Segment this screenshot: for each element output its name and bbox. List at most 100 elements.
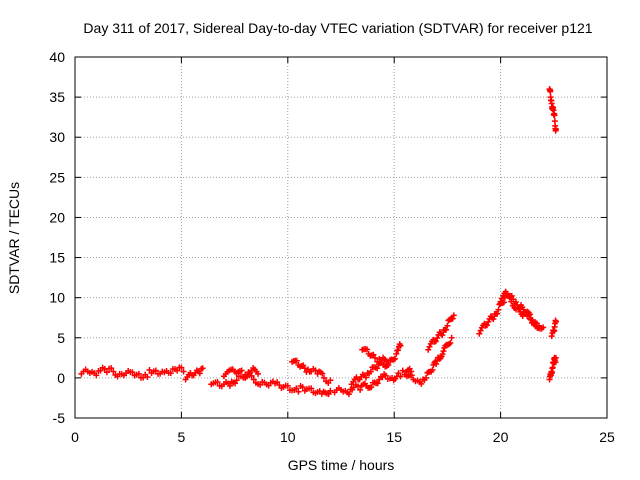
data-point bbox=[490, 316, 497, 323]
data-point bbox=[495, 306, 502, 313]
y-tick-label: 40 bbox=[49, 49, 65, 65]
data-point bbox=[439, 350, 446, 357]
axis-ticks: 0 5 10 15 20 25 -5 0 5 10 15 20 25 30 35 40 bbox=[49, 49, 615, 445]
data-point bbox=[238, 367, 245, 374]
data-point bbox=[325, 391, 332, 398]
data-point bbox=[372, 354, 379, 361]
data-point bbox=[429, 366, 436, 373]
y-tick-label: 25 bbox=[49, 169, 65, 185]
x-axis-label: GPS time / hours bbox=[288, 457, 395, 473]
y-tick-label: 0 bbox=[57, 370, 65, 386]
data-point bbox=[374, 380, 381, 387]
data-point bbox=[370, 351, 377, 358]
data-point bbox=[397, 342, 404, 349]
data-point bbox=[250, 376, 257, 383]
data-point bbox=[243, 373, 250, 380]
x-tick-label: 25 bbox=[599, 429, 615, 445]
data-point bbox=[418, 380, 425, 387]
data-point bbox=[439, 332, 446, 339]
data-point bbox=[135, 370, 142, 377]
data-point bbox=[447, 339, 454, 346]
data-point bbox=[450, 312, 457, 319]
x-tick-label: 10 bbox=[280, 429, 296, 445]
data-point bbox=[327, 387, 334, 394]
data-point bbox=[129, 369, 136, 376]
data-point bbox=[443, 326, 450, 333]
data-points bbox=[78, 86, 559, 398]
data-point bbox=[476, 330, 483, 337]
data-point bbox=[432, 338, 439, 345]
data-point bbox=[214, 379, 221, 386]
data-point bbox=[320, 374, 327, 381]
data-point bbox=[367, 368, 374, 375]
data-point bbox=[301, 365, 308, 372]
grid-lines bbox=[75, 57, 607, 418]
data-point bbox=[174, 367, 181, 374]
data-point bbox=[485, 318, 492, 325]
y-tick-label: 10 bbox=[49, 290, 65, 306]
data-point bbox=[399, 367, 406, 374]
data-point bbox=[110, 368, 117, 375]
chart-title: Day 311 of 2017, Sidereal Day-to-day VTE… bbox=[83, 20, 592, 36]
x-tick-label: 15 bbox=[386, 429, 402, 445]
data-point bbox=[552, 354, 559, 361]
data-point bbox=[144, 373, 151, 380]
data-point bbox=[152, 367, 159, 374]
data-point bbox=[552, 126, 559, 133]
data-point bbox=[299, 384, 306, 391]
data-point bbox=[312, 367, 319, 374]
data-point bbox=[449, 315, 456, 322]
data-point bbox=[93, 372, 100, 379]
data-point bbox=[180, 368, 187, 375]
data-point bbox=[103, 369, 110, 376]
data-point bbox=[199, 365, 206, 372]
data-point bbox=[255, 370, 262, 377]
data-point bbox=[293, 385, 300, 392]
data-point bbox=[364, 346, 371, 353]
data-point bbox=[512, 298, 519, 305]
data-point bbox=[382, 372, 389, 379]
data-point bbox=[363, 374, 370, 381]
data-point bbox=[448, 334, 455, 341]
data-point bbox=[384, 360, 391, 367]
data-point bbox=[425, 346, 432, 353]
data-point bbox=[327, 377, 334, 384]
data-point bbox=[295, 388, 302, 395]
data-point bbox=[308, 385, 315, 392]
data-point bbox=[233, 377, 240, 384]
data-point bbox=[232, 380, 239, 387]
data-point bbox=[178, 364, 185, 371]
data-point bbox=[167, 370, 174, 377]
data-point bbox=[497, 298, 504, 305]
data-point bbox=[395, 370, 402, 377]
y-tick-label: 30 bbox=[49, 129, 65, 145]
data-point bbox=[526, 311, 533, 318]
y-tick-label: 35 bbox=[49, 89, 65, 105]
y-tick-label: 5 bbox=[57, 330, 65, 346]
data-point bbox=[535, 322, 542, 329]
data-point bbox=[397, 373, 404, 380]
data-point bbox=[423, 374, 430, 381]
data-point bbox=[108, 365, 115, 372]
data-point bbox=[345, 391, 352, 398]
data-point bbox=[393, 350, 400, 357]
x-tick-label: 0 bbox=[71, 429, 79, 445]
data-point bbox=[355, 383, 362, 390]
y-tick-label: 15 bbox=[49, 250, 65, 266]
data-point bbox=[395, 347, 402, 354]
data-point bbox=[357, 386, 364, 393]
data-point bbox=[483, 322, 490, 329]
data-point bbox=[374, 365, 381, 372]
data-point bbox=[529, 317, 536, 324]
x-tick-label: 20 bbox=[493, 429, 509, 445]
data-point bbox=[284, 382, 291, 389]
data-point bbox=[547, 88, 554, 95]
x-tick-label: 5 bbox=[178, 429, 186, 445]
data-point bbox=[434, 334, 441, 341]
data-point bbox=[248, 372, 255, 379]
data-point bbox=[440, 348, 447, 355]
data-point bbox=[444, 322, 451, 329]
data-point bbox=[508, 292, 515, 299]
data-point bbox=[392, 355, 399, 362]
data-point bbox=[551, 112, 558, 119]
